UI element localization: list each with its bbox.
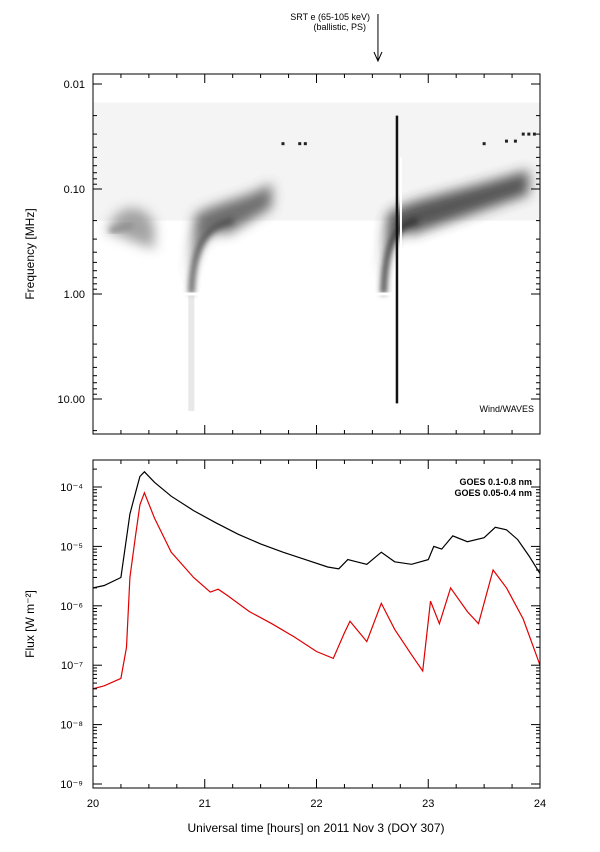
flux-y-tick-label: 10⁻⁵: [60, 541, 83, 553]
flux-x-tick-label: 21: [199, 798, 211, 810]
interference-dot: [521, 132, 525, 136]
interference-dot: [482, 142, 486, 146]
flux-series-2: [93, 491, 540, 690]
spectrogram-y-tick-label: 10.00: [57, 394, 85, 406]
flux-lines: [93, 470, 540, 690]
spectrogram-panel: 0.01 0.10 1.00 10.00 Frequency [MHz] Wind/W…: [23, 73, 541, 435]
flux-y-tick-label: 10⁻⁸: [60, 720, 83, 732]
annotation-arrow: [373, 14, 383, 63]
spectrogram-y-tick-label: 0.01: [64, 79, 85, 91]
spectrogram-y-ticks: 0.01 0.10 1.00 10.00: [57, 79, 540, 432]
receiver-band-gap: [93, 292, 540, 296]
interference-dot: [281, 142, 285, 146]
flux-y-tick-label: 10⁻⁶: [60, 601, 83, 613]
flux-y-tick-label: 10⁻⁴: [60, 482, 83, 494]
interference-dot: [303, 142, 307, 146]
instrument-label: Wind/WAVES: [479, 404, 534, 414]
flux-x-tick-label: 24: [534, 798, 546, 810]
annotation-label-2: (ballistic, PS): [313, 22, 366, 32]
flux-x-tick-label: 23: [422, 798, 434, 810]
flux-y-tick-label: 10⁻⁹: [60, 779, 83, 791]
flux-y-ticks: 10⁻⁴ 10⁻⁵ 10⁻⁶ 10⁻⁷ 10⁻⁸ 10⁻⁹: [60, 468, 540, 791]
spectrogram-y-axis-title: Frequency [MHz]: [23, 208, 37, 299]
interference-dot: [298, 142, 302, 146]
interference-dot: [504, 139, 508, 143]
interference-dot: [513, 139, 517, 143]
spectrogram-content: [93, 102, 540, 411]
legend-entry-goes-long: GOES 0.1-0.8 nm: [459, 477, 532, 487]
spectrogram-y-tick-label: 0.10: [64, 184, 85, 196]
low-frequency-streak: [188, 294, 195, 411]
flux-panel: 10⁻⁴ 10⁻⁵ 10⁻⁶ 10⁻⁷ 10⁻⁸ 10⁻⁹ 20 21 22 23 24 Flux…: [23, 459, 546, 835]
x-axis-title: Universal time [hours] on 2011 Nov 3 (DO…: [187, 821, 444, 835]
flux-series-1: [93, 470, 540, 589]
flux-y-tick-label: 10⁻⁷: [61, 660, 83, 672]
flux-x-tick-label: 22: [310, 798, 322, 810]
radio-burst-2: [187, 183, 272, 295]
spectrogram-x-ticks: [92, 74, 541, 434]
annotation-label-1: SRT e (65-105 keV): [290, 12, 370, 22]
flux-x-ticks: 20 21 22 23 24: [87, 460, 546, 810]
interference-dot: [532, 132, 536, 136]
flux-x-tick-label: 20: [87, 798, 99, 810]
radio-burst-1: [105, 208, 155, 250]
annotation-arrow-head: [373, 51, 383, 63]
spectrogram-y-tick-label: 1.00: [64, 289, 85, 301]
legend-entry-goes-short: GOES 0.05-0.4 nm: [454, 488, 532, 498]
interference-dot: [527, 132, 531, 136]
flux-y-axis-title: Flux [W m⁻²]: [23, 590, 37, 658]
